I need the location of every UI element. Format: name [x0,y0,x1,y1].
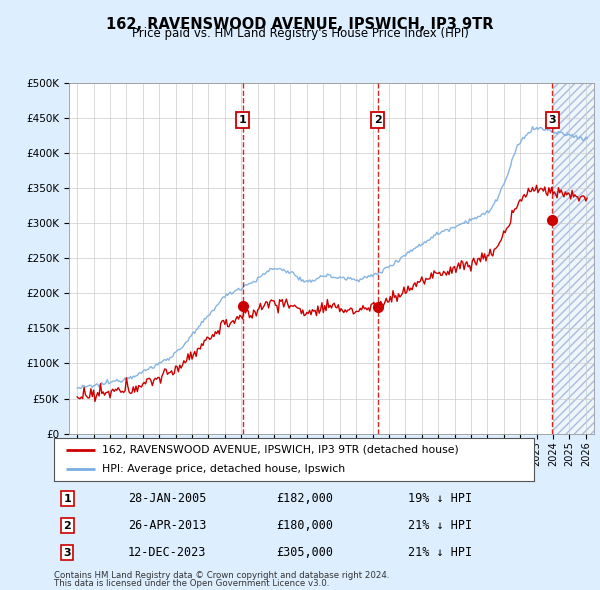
Text: 12-DEC-2023: 12-DEC-2023 [128,546,206,559]
Text: Price paid vs. HM Land Registry's House Price Index (HPI): Price paid vs. HM Land Registry's House … [131,27,469,40]
Text: 3: 3 [64,548,71,558]
Text: 26-APR-2013: 26-APR-2013 [128,519,206,532]
Text: 21% ↓ HPI: 21% ↓ HPI [408,546,472,559]
Text: 162, RAVENSWOOD AVENUE, IPSWICH, IP3 9TR: 162, RAVENSWOOD AVENUE, IPSWICH, IP3 9TR [106,17,494,31]
Text: 19% ↓ HPI: 19% ↓ HPI [408,492,472,505]
Text: 2: 2 [64,521,71,530]
Text: Contains HM Land Registry data © Crown copyright and database right 2024.: Contains HM Land Registry data © Crown c… [54,571,389,579]
Text: 1: 1 [64,494,71,504]
Text: 3: 3 [548,115,556,125]
Text: £180,000: £180,000 [276,519,333,532]
Bar [553,83,594,434]
Text: 21% ↓ HPI: 21% ↓ HPI [408,519,472,532]
Text: £182,000: £182,000 [276,492,333,505]
Text: This data is licensed under the Open Government Licence v3.0.: This data is licensed under the Open Gov… [54,579,329,588]
Text: 28-JAN-2005: 28-JAN-2005 [128,492,206,505]
Bar [553,83,594,434]
Text: HPI: Average price, detached house, Ipswich: HPI: Average price, detached house, Ipsw… [102,464,345,474]
Text: 2: 2 [374,115,382,125]
Text: 162, RAVENSWOOD AVENUE, IPSWICH, IP3 9TR (detached house): 162, RAVENSWOOD AVENUE, IPSWICH, IP3 9TR… [102,445,459,455]
Text: £305,000: £305,000 [276,546,333,559]
Text: 1: 1 [239,115,247,125]
